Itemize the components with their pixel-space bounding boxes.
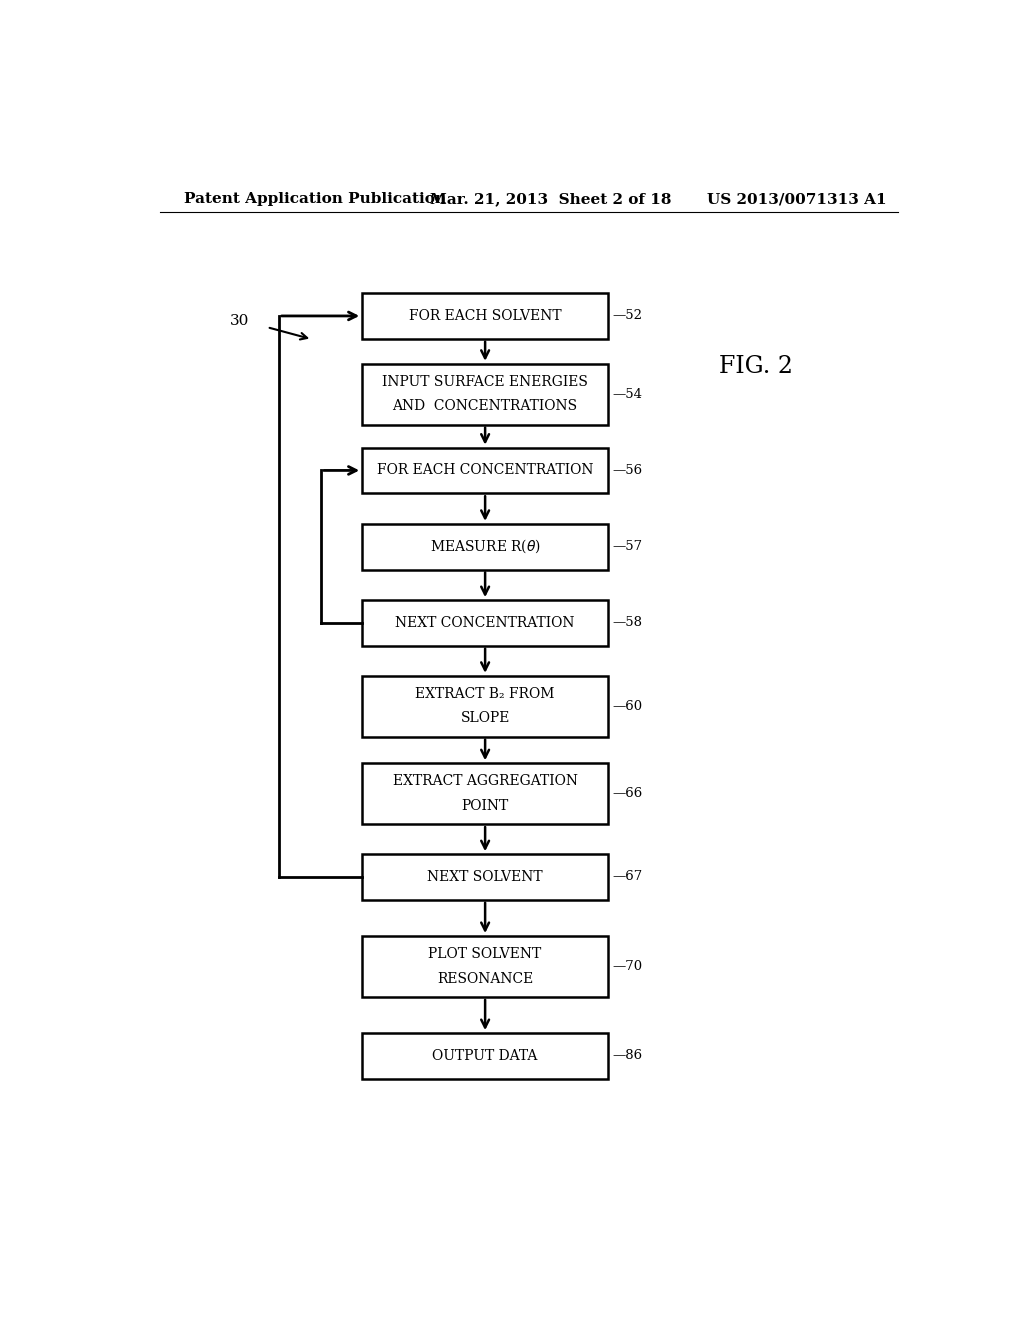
Text: FOR EACH CONCENTRATION: FOR EACH CONCENTRATION <box>377 463 593 478</box>
Text: NEXT CONCENTRATION: NEXT CONCENTRATION <box>395 616 574 630</box>
Text: FOR EACH SOLVENT: FOR EACH SOLVENT <box>409 309 561 323</box>
Text: —67: —67 <box>612 870 642 883</box>
Bar <box>362 293 608 339</box>
Text: OUTPUT DATA: OUTPUT DATA <box>432 1049 538 1063</box>
Bar <box>362 763 608 824</box>
Bar <box>362 447 608 494</box>
Bar <box>362 364 608 425</box>
Text: —54: —54 <box>612 388 642 401</box>
Text: INPUT SURFACE ENERGIES: INPUT SURFACE ENERGIES <box>382 375 588 389</box>
Text: EXTRACT B₂ FROM: EXTRACT B₂ FROM <box>416 686 555 701</box>
Bar <box>362 601 608 645</box>
Text: —56: —56 <box>612 463 642 477</box>
Text: —57: —57 <box>612 540 642 553</box>
Text: FIG. 2: FIG. 2 <box>719 355 794 379</box>
Bar <box>362 524 608 569</box>
Text: MEASURE R($\mathit{\theta}$): MEASURE R($\mathit{\theta}$) <box>429 537 541 556</box>
Text: Mar. 21, 2013  Sheet 2 of 18: Mar. 21, 2013 Sheet 2 of 18 <box>430 191 671 206</box>
Text: RESONANCE: RESONANCE <box>437 972 534 986</box>
Text: POINT: POINT <box>462 799 509 813</box>
Text: —52: —52 <box>612 309 642 322</box>
Bar <box>362 1034 608 1078</box>
Text: SLOPE: SLOPE <box>461 711 510 726</box>
Text: NEXT SOLVENT: NEXT SOLVENT <box>427 870 543 884</box>
Bar <box>362 936 608 997</box>
Text: —60: —60 <box>612 700 642 713</box>
Text: PLOT SOLVENT: PLOT SOLVENT <box>428 948 542 961</box>
Text: EXTRACT AGGREGATION: EXTRACT AGGREGATION <box>392 775 578 788</box>
Text: —70: —70 <box>612 960 642 973</box>
Text: Patent Application Publication: Patent Application Publication <box>183 191 445 206</box>
Bar <box>362 676 608 737</box>
Text: 30: 30 <box>229 314 249 329</box>
Text: —86: —86 <box>612 1049 642 1063</box>
Text: —66: —66 <box>612 787 642 800</box>
Text: US 2013/0071313 A1: US 2013/0071313 A1 <box>708 191 887 206</box>
Bar <box>362 854 608 900</box>
Text: —58: —58 <box>612 616 642 630</box>
Text: AND  CONCENTRATIONS: AND CONCENTRATIONS <box>392 400 578 413</box>
